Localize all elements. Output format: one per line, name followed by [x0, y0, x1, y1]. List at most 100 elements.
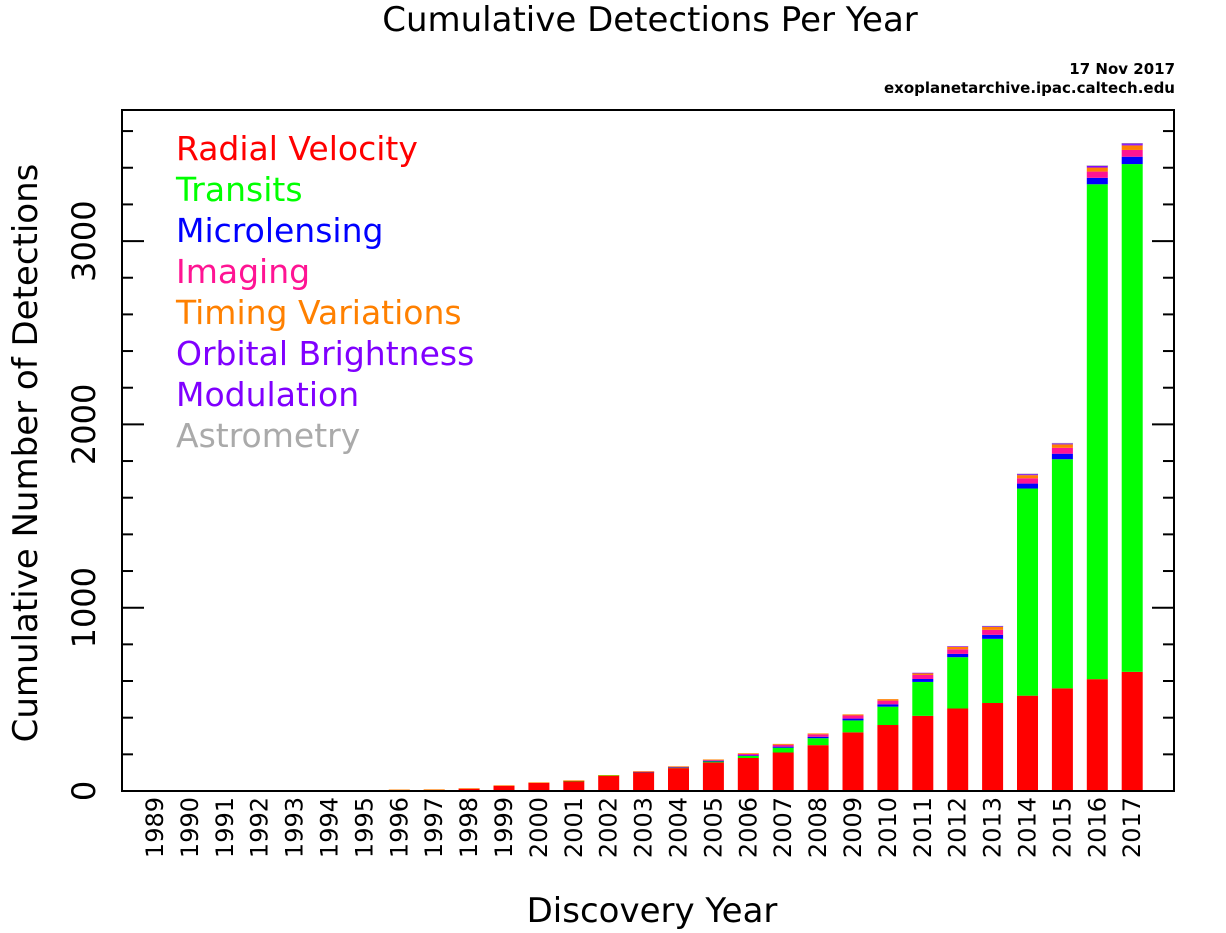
bar-segment-2006-s2 — [737, 755, 759, 756]
x-tick-label-1995: 1995 — [350, 797, 378, 858]
bar-segment-2005-s3 — [702, 760, 724, 761]
bar-segment-1999-s0 — [493, 785, 515, 791]
bar-segment-2011-s0 — [912, 715, 934, 791]
bar-segment-2014-s3 — [1017, 478, 1038, 484]
bar-segment-1998-s0 — [458, 788, 480, 791]
bar-segment-2010-s1 — [877, 706, 899, 726]
x-tick-label-1999: 1999 — [490, 797, 518, 858]
legend-entry-4: Timing Variations — [175, 293, 462, 332]
bar-segment-2016-s0 — [1086, 679, 1108, 791]
bar-segment-2007-s4 — [772, 743, 794, 745]
bar-segment-1998-s4 — [458, 788, 480, 789]
bar-segment-2017-s6 — [1121, 143, 1143, 145]
y-axis-label: Cumulative Number of Detections — [6, 164, 46, 743]
bar-segment-2016-s1 — [1086, 184, 1108, 680]
legend-entry-2: Microlensing — [176, 211, 383, 250]
x-tick-label-1991: 1991 — [211, 797, 239, 858]
bar-segment-2015-s4 — [1051, 444, 1073, 448]
x-tick-label-2006: 2006 — [734, 797, 762, 858]
bar-segment-2016-s5 — [1086, 166, 1108, 168]
bar-segment-2006-s0 — [737, 758, 759, 791]
bar-segment-2015-s3 — [1051, 447, 1073, 454]
bar-segment-2012-s5 — [947, 646, 969, 647]
bar-segment-2001-s0 — [563, 780, 585, 791]
bar-segment-1999-s4 — [493, 785, 515, 786]
bar-segment-2009-s4 — [842, 714, 864, 716]
bar-segment-2011-s4 — [912, 673, 934, 675]
bar-segment-2017-s4 — [1121, 145, 1143, 150]
bar-segment-2005-s2 — [702, 760, 724, 762]
bar-segment-2009-s2 — [842, 718, 864, 721]
x-tick-label-2016: 2016 — [1083, 797, 1111, 858]
y-tick-label-2000: 2000 — [65, 384, 103, 465]
bar-segment-2012-s1 — [947, 657, 969, 709]
legend-entry-3: Imaging — [176, 252, 310, 291]
bar-segment-2012-s3 — [947, 649, 969, 654]
y-tick-labels: 0 1000 2000 3000 — [65, 200, 103, 801]
x-tick-label-1996: 1996 — [385, 797, 413, 858]
bar-segment-2016-s7 — [1086, 165, 1108, 166]
bar-segment-2001-s4 — [563, 780, 585, 781]
bar-segment-2007-s0 — [772, 752, 794, 791]
x-tick-label-1990: 1990 — [176, 797, 204, 858]
bar-segment-2003-s0 — [633, 772, 655, 791]
legend-entry-0: Radial Velocity — [176, 129, 418, 168]
bar-segment-2004-s4 — [668, 766, 689, 767]
bar-segment-2004-s1 — [668, 767, 689, 769]
bar-segment-2015-s0 — [1051, 688, 1073, 791]
bar-segment-2014-s5 — [1017, 474, 1038, 476]
bar-segment-2010-s2 — [877, 704, 899, 707]
bar-segment-2004-s0 — [668, 768, 689, 791]
chart-title: Cumulative Detections Per Year — [382, 0, 918, 40]
x-axis-label: Discovery Year — [527, 891, 778, 931]
legend-entry-1: Transits — [175, 170, 303, 209]
bar-segment-2007-s2 — [772, 746, 794, 748]
bar-segment-2002-s0 — [598, 775, 620, 791]
bar-segment-2014-s4 — [1017, 475, 1038, 479]
bar-segment-2014-s1 — [1017, 488, 1038, 696]
x-tick-label-2001: 2001 — [560, 797, 588, 858]
bar-segment-2008-s2 — [807, 736, 829, 739]
x-tick-label-2008: 2008 — [804, 797, 832, 858]
bar-segment-2017-s5 — [1121, 144, 1143, 146]
x-tick-label-1994: 1994 — [316, 797, 344, 858]
bar-segment-2013-s0 — [982, 703, 1004, 791]
legend-entry-7: Astrometry — [176, 416, 360, 455]
bar-segment-2013-s4 — [982, 626, 1004, 630]
x-tick-label-2009: 2009 — [839, 797, 867, 858]
bar-segment-2014-s7 — [1017, 473, 1038, 475]
bar-segment-2007-s1 — [772, 747, 794, 753]
bar-segment-2016-s3 — [1086, 171, 1108, 178]
bar-segment-2012-s0 — [947, 708, 969, 791]
bar-segment-2017-s0 — [1121, 671, 1143, 791]
bar-segment-2003-s4 — [633, 771, 655, 772]
plot-frame — [121, 109, 1175, 792]
date-label: 17 Nov 2017 — [1069, 60, 1175, 78]
bar-segment-2009-s1 — [842, 720, 864, 733]
y-tick-label-0: 0 — [65, 781, 103, 801]
bar-segment-2007-s3 — [772, 744, 794, 747]
bar-segment-2005-s4 — [702, 759, 724, 761]
bar-segment-2013-s2 — [982, 634, 1004, 639]
x-tick-label-2003: 2003 — [630, 797, 658, 858]
x-tick-label-2015: 2015 — [1048, 797, 1076, 858]
bar-segment-2015-s7 — [1051, 442, 1073, 444]
legend: Radial VelocityTransitsMicrolensingImagi… — [175, 129, 474, 455]
bar-segment-2004-s2 — [668, 767, 689, 768]
bar-segment-2006-s4 — [737, 753, 759, 754]
x-tick-label-1992: 1992 — [246, 797, 274, 858]
bar-segment-2005-s1 — [702, 761, 724, 763]
bar-segment-2013-s5 — [982, 626, 1004, 627]
bar-segment-2015-s2 — [1051, 453, 1073, 460]
bars-layer — [144, 143, 1143, 792]
bar-segment-2013-s1 — [982, 638, 1004, 704]
bar-segment-2016-s4 — [1086, 167, 1108, 172]
x-tick-label-2002: 2002 — [595, 797, 623, 858]
bar-segment-2013-s3 — [982, 629, 1004, 635]
bar-segment-2009-s0 — [842, 732, 864, 791]
legend-entry-5: Orbital Brightness — [176, 334, 474, 373]
x-tick-label-2011: 2011 — [909, 797, 937, 858]
bar-segment-2002-s4 — [598, 775, 620, 776]
bar-segment-2008-s3 — [807, 734, 829, 737]
